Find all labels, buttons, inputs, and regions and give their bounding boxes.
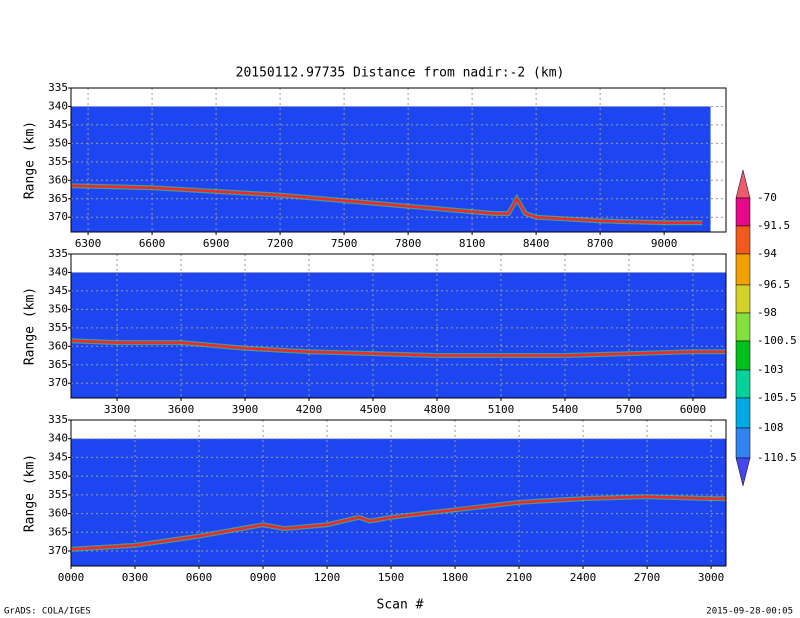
y-tick-label: 365	[48, 525, 68, 538]
colorbar-segment	[735, 427, 751, 459]
x-tick-label: 3300	[104, 403, 131, 416]
surface-line	[70, 339, 726, 357]
y-tick-label: 340	[48, 265, 68, 278]
x-tick-label: 7800	[395, 237, 422, 250]
y-tick-label: 345	[48, 450, 68, 463]
x-tick-label: 2700	[634, 571, 661, 584]
x-tick-label: 5100	[488, 403, 515, 416]
x-tick-label: 0900	[250, 571, 277, 584]
data-background	[71, 106, 711, 232]
x-tick-label: 5400	[552, 403, 579, 416]
x-tick-label: 8400	[523, 237, 550, 250]
y-tick-label: 350	[48, 469, 68, 482]
y-axis-label: Range (km)	[23, 121, 38, 199]
y-tick-label: 370	[48, 376, 68, 389]
x-tick-label: 6900	[203, 237, 230, 250]
x-tick-label: 8700	[587, 237, 614, 250]
x-tick-label: 3000	[698, 571, 725, 584]
y-tick-label: 360	[48, 173, 68, 186]
x-tick-label: 4800	[424, 403, 451, 416]
y-tick-label: 355	[48, 321, 68, 334]
x-tick-label: 0000	[58, 571, 85, 584]
colorbar-segment	[735, 340, 751, 371]
x-tick-label: 0300	[122, 571, 149, 584]
x-tick-label: 7200	[267, 237, 294, 250]
x-tick-label: 6300	[75, 237, 102, 250]
x-tick-label: 0600	[186, 571, 213, 584]
colorbar-label: -94	[757, 247, 777, 260]
x-tick-label: 8100	[459, 237, 486, 250]
surface-line	[70, 495, 726, 551]
y-tick-label: 340	[48, 432, 68, 445]
y-tick-label: 350	[48, 136, 68, 149]
y-tick-label: 370	[48, 544, 68, 557]
colorbar-segment	[735, 397, 751, 429]
plot-frame	[70, 253, 727, 399]
title: 20150112.97735 Distance from nadir:-2 (k…	[236, 66, 565, 81]
x-tick-label: 1200	[314, 571, 341, 584]
footer-left: GrADS: COLA/IGES	[4, 607, 91, 617]
colorbar-label: -110.5	[757, 451, 797, 464]
colorbar-segment	[735, 284, 751, 314]
x-tick-label: 6000	[680, 403, 707, 416]
y-tick-label: 335	[48, 413, 68, 426]
x-tick-label: 9000	[651, 237, 678, 250]
colorbar-label: -103	[757, 363, 784, 376]
footer-right: 2015-09-28-00:05	[706, 607, 793, 617]
x-tick-label: 2100	[506, 571, 533, 584]
y-tick-label: 345	[48, 284, 68, 297]
colorbar-label: -91.5	[757, 219, 790, 232]
y-tick-label: 350	[48, 302, 68, 315]
colorbar-label: -96.5	[757, 278, 790, 291]
colorbar-segment	[735, 369, 751, 399]
x-tick-label: 2400	[570, 571, 597, 584]
y-tick-label: 360	[48, 339, 68, 352]
colorbar-segment	[735, 253, 751, 286]
surface-line	[70, 184, 703, 225]
plot-frame	[70, 419, 727, 567]
x-tick-label: 3600	[168, 403, 195, 416]
colorbar-segment	[735, 225, 751, 255]
y-tick-label: 365	[48, 358, 68, 371]
x-tick-label: 1500	[378, 571, 405, 584]
y-tick-label: 335	[48, 247, 68, 260]
colorbar-segment	[735, 197, 751, 227]
colorbar-label: -105.5	[757, 391, 797, 404]
y-tick-label: 340	[48, 99, 68, 112]
y-tick-label: 345	[48, 118, 68, 131]
y-tick-label: 370	[48, 210, 68, 223]
y-axis-label: Range (km)	[23, 287, 38, 365]
colorbar-label: -108	[757, 421, 784, 434]
x-tick-label: 4200	[296, 403, 323, 416]
colorbar-label: -98	[757, 306, 777, 319]
colorbar-cap	[735, 169, 751, 199]
y-tick-label: 335	[48, 81, 68, 94]
plot-frame	[70, 87, 727, 233]
colorbar-label: -100.5	[757, 334, 797, 347]
y-tick-label: 355	[48, 488, 68, 501]
colorbar-label: -70	[757, 191, 777, 204]
data-background	[71, 272, 726, 398]
data-background	[71, 438, 726, 566]
y-tick-label: 355	[48, 155, 68, 168]
x-axis-label: Scan #	[377, 598, 424, 613]
x-tick-label: 1800	[442, 571, 469, 584]
y-tick-label: 365	[48, 192, 68, 205]
x-tick-label: 6600	[139, 237, 166, 250]
x-tick-label: 5700	[616, 403, 643, 416]
colorbar-segment	[735, 312, 751, 342]
colorbar-cap	[735, 457, 751, 487]
y-tick-label: 360	[48, 507, 68, 520]
x-tick-label: 3900	[232, 403, 259, 416]
x-tick-label: 4500	[360, 403, 387, 416]
x-tick-label: 7500	[331, 237, 358, 250]
y-axis-label: Range (km)	[23, 454, 38, 532]
